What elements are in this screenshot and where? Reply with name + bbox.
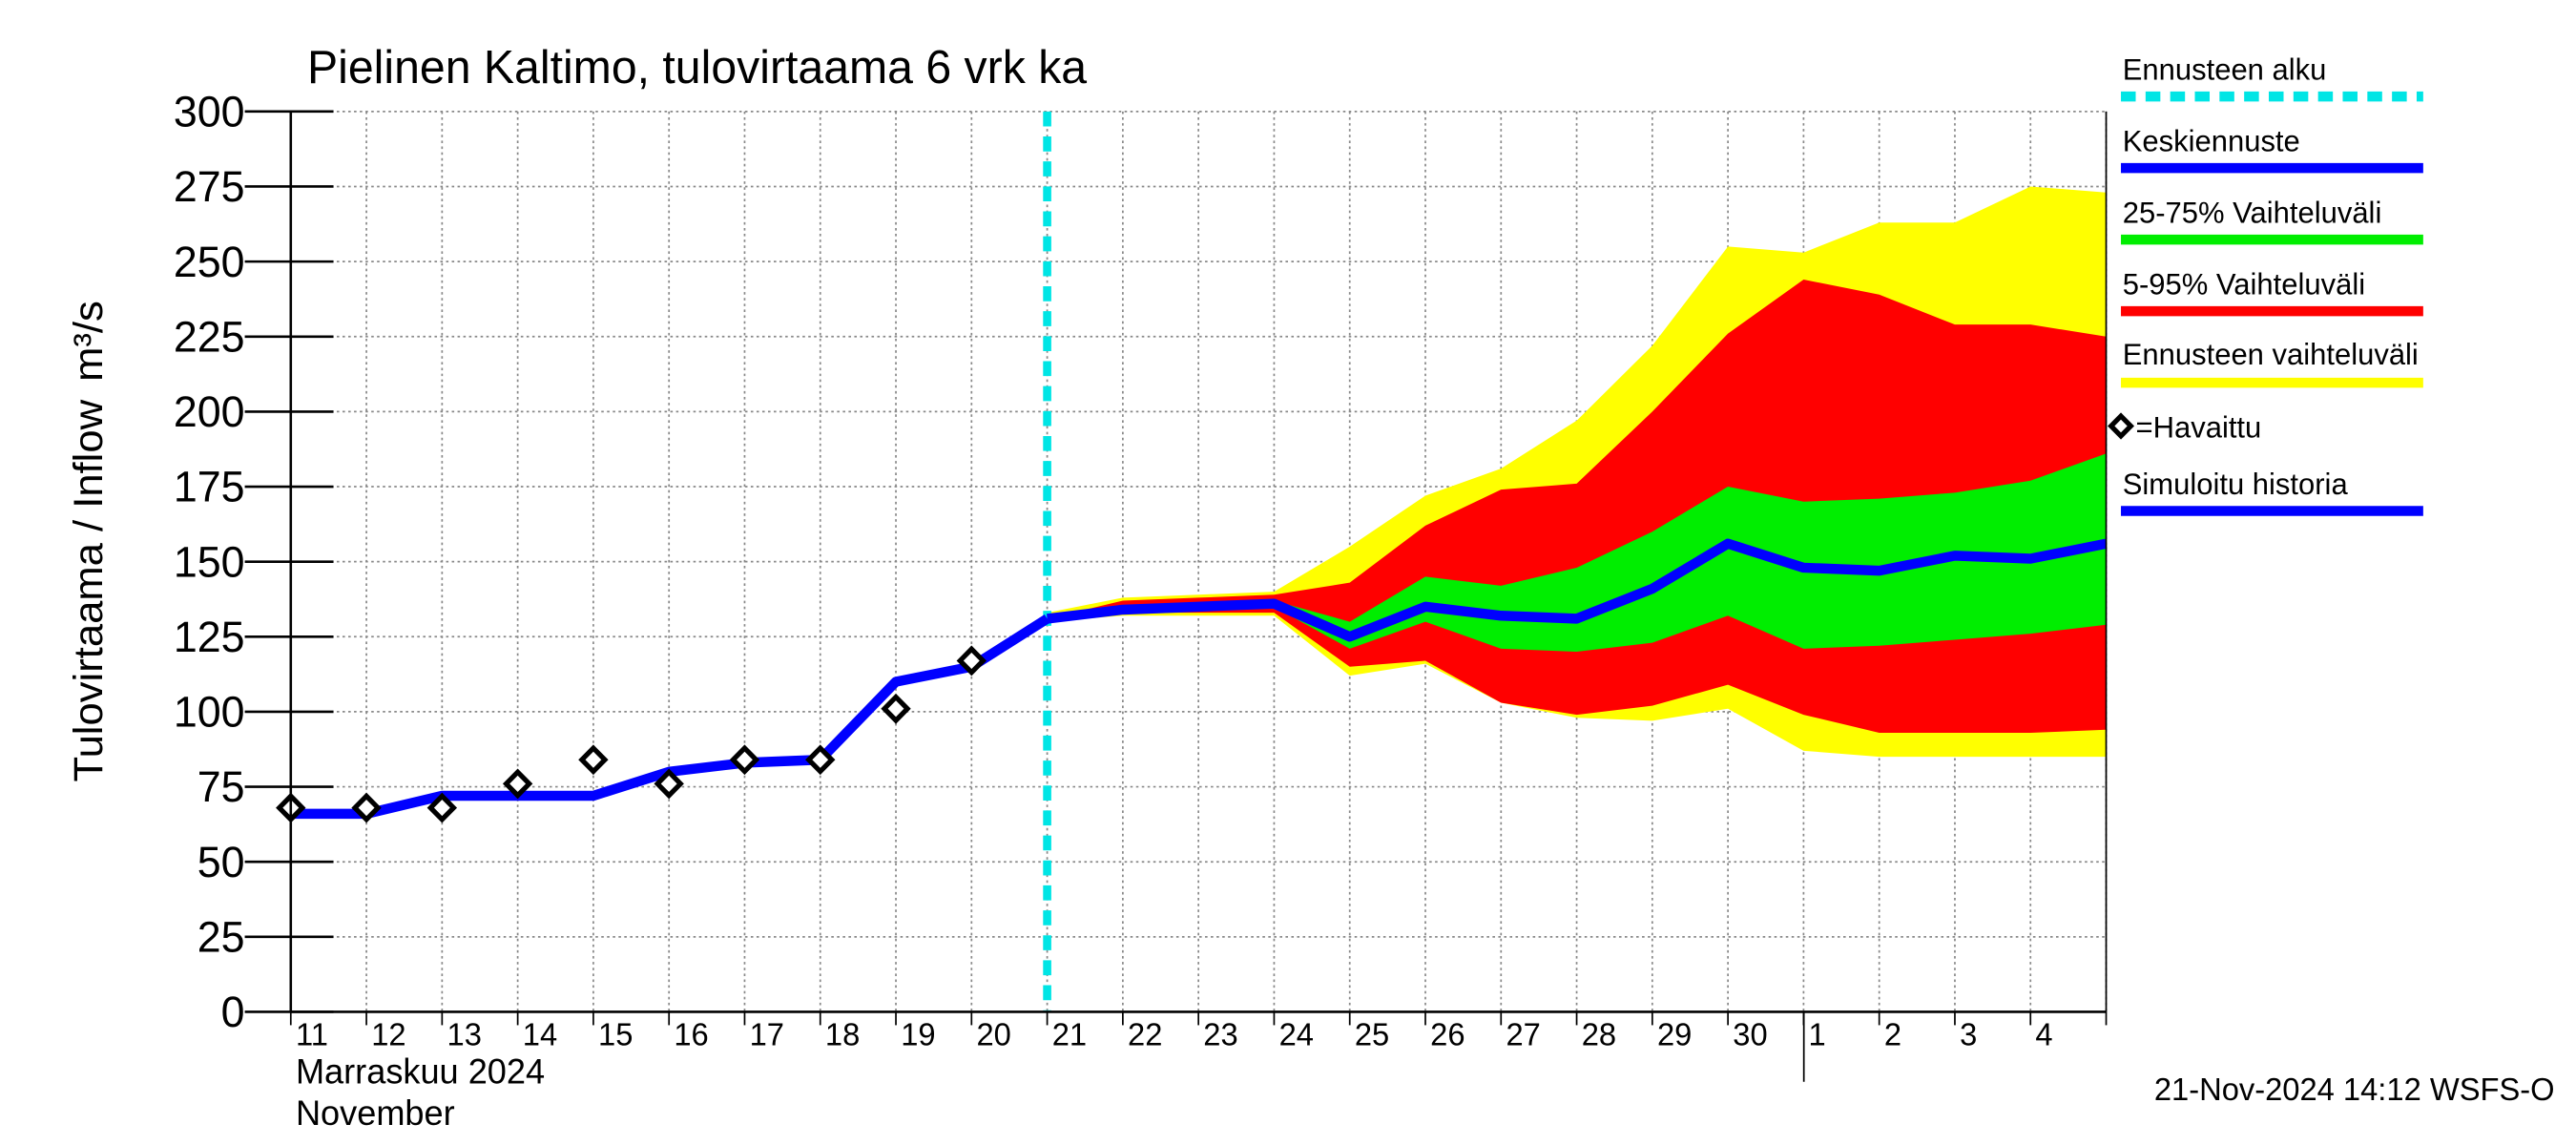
x-tick-label: 16 <box>674 1016 708 1051</box>
y-tick-label: 100 <box>174 687 245 736</box>
observed-marker <box>729 744 760 776</box>
observed-marker <box>881 693 911 724</box>
x-tick-label: 27 <box>1506 1016 1540 1051</box>
x-tick-label: 25 <box>1355 1016 1389 1051</box>
x-axis-label: November <box>296 1093 455 1133</box>
y-tick-label: 200 <box>174 387 245 436</box>
x-tick-label: 21 <box>1052 1016 1087 1051</box>
observed-marker <box>578 744 609 776</box>
y-tick-label: 275 <box>174 162 245 211</box>
x-tick-label: 28 <box>1582 1016 1616 1051</box>
legend-label: =Havaittu <box>2136 411 2262 445</box>
legend-label: Keskiennuste <box>2123 125 2300 158</box>
x-tick-label: 17 <box>750 1016 784 1051</box>
y-tick-label: 300 <box>174 87 245 135</box>
x-tick-label: 26 <box>1430 1016 1465 1051</box>
x-tick-label: 12 <box>371 1016 405 1051</box>
x-tick-label: 15 <box>598 1016 633 1051</box>
x-tick-label: 3 <box>1960 1016 1977 1051</box>
y-tick-label: 125 <box>174 613 245 661</box>
x-axis-label: Marraskuu 2024 <box>296 1051 545 1091</box>
legend-label: Ennusteen alku <box>2123 53 2327 87</box>
x-tick-label: 11 <box>296 1016 328 1051</box>
x-tick-label: 23 <box>1203 1016 1237 1051</box>
x-tick-label: 30 <box>1733 1016 1767 1051</box>
x-tick-label: 13 <box>447 1016 482 1051</box>
legend-marker <box>2108 412 2135 440</box>
y-tick-label: 225 <box>174 312 245 361</box>
y-tick-label: 175 <box>174 462 245 510</box>
y-tick-label: 0 <box>221 988 245 1036</box>
series-line <box>1046 538 2108 642</box>
x-tick-label: 20 <box>976 1016 1010 1051</box>
x-tick-label: 2 <box>1884 1016 1901 1051</box>
x-tick-label: 1 <box>1809 1016 1826 1051</box>
y-axis-unit: m³/s <box>66 301 112 382</box>
observed-marker <box>502 768 533 800</box>
y-tick-label: 50 <box>197 838 245 886</box>
legend-label: 25-75% Vaihteluväli <box>2123 197 2382 230</box>
footer: 21-Nov-2024 14:12 WSFS-O <box>2154 1072 2555 1107</box>
legend-label: Simuloitu historia <box>2123 468 2349 501</box>
x-tick-label: 22 <box>1128 1016 1162 1051</box>
observed-marker <box>351 792 382 823</box>
x-tick-label: 14 <box>523 1016 557 1051</box>
y-tick-label: 150 <box>174 537 245 586</box>
x-tick-label: 19 <box>901 1016 935 1051</box>
x-tick-label: 29 <box>1657 1016 1692 1051</box>
observed-marker <box>426 792 458 823</box>
observed-marker <box>654 768 684 800</box>
observed-marker <box>956 645 987 677</box>
y-tick-label: 25 <box>197 912 245 961</box>
y-axis-label: Tulovirtaama / Inflow <box>66 399 112 781</box>
legend-label: Ennusteen vaihteluväli <box>2123 338 2419 371</box>
x-tick-label: 18 <box>825 1016 860 1051</box>
chart-title: Pielinen Kaltimo, tulovirtaama 6 vrk ka <box>307 42 1087 94</box>
forecast-band <box>1047 453 2107 653</box>
legend-label: 5-95% Vaihteluväli <box>2123 268 2365 302</box>
y-tick-label: 75 <box>197 762 245 811</box>
x-tick-label: 24 <box>1279 1016 1314 1051</box>
y-tick-label: 250 <box>174 238 245 286</box>
x-tick-label: 4 <box>2035 1016 2052 1051</box>
observed-marker <box>805 744 836 776</box>
